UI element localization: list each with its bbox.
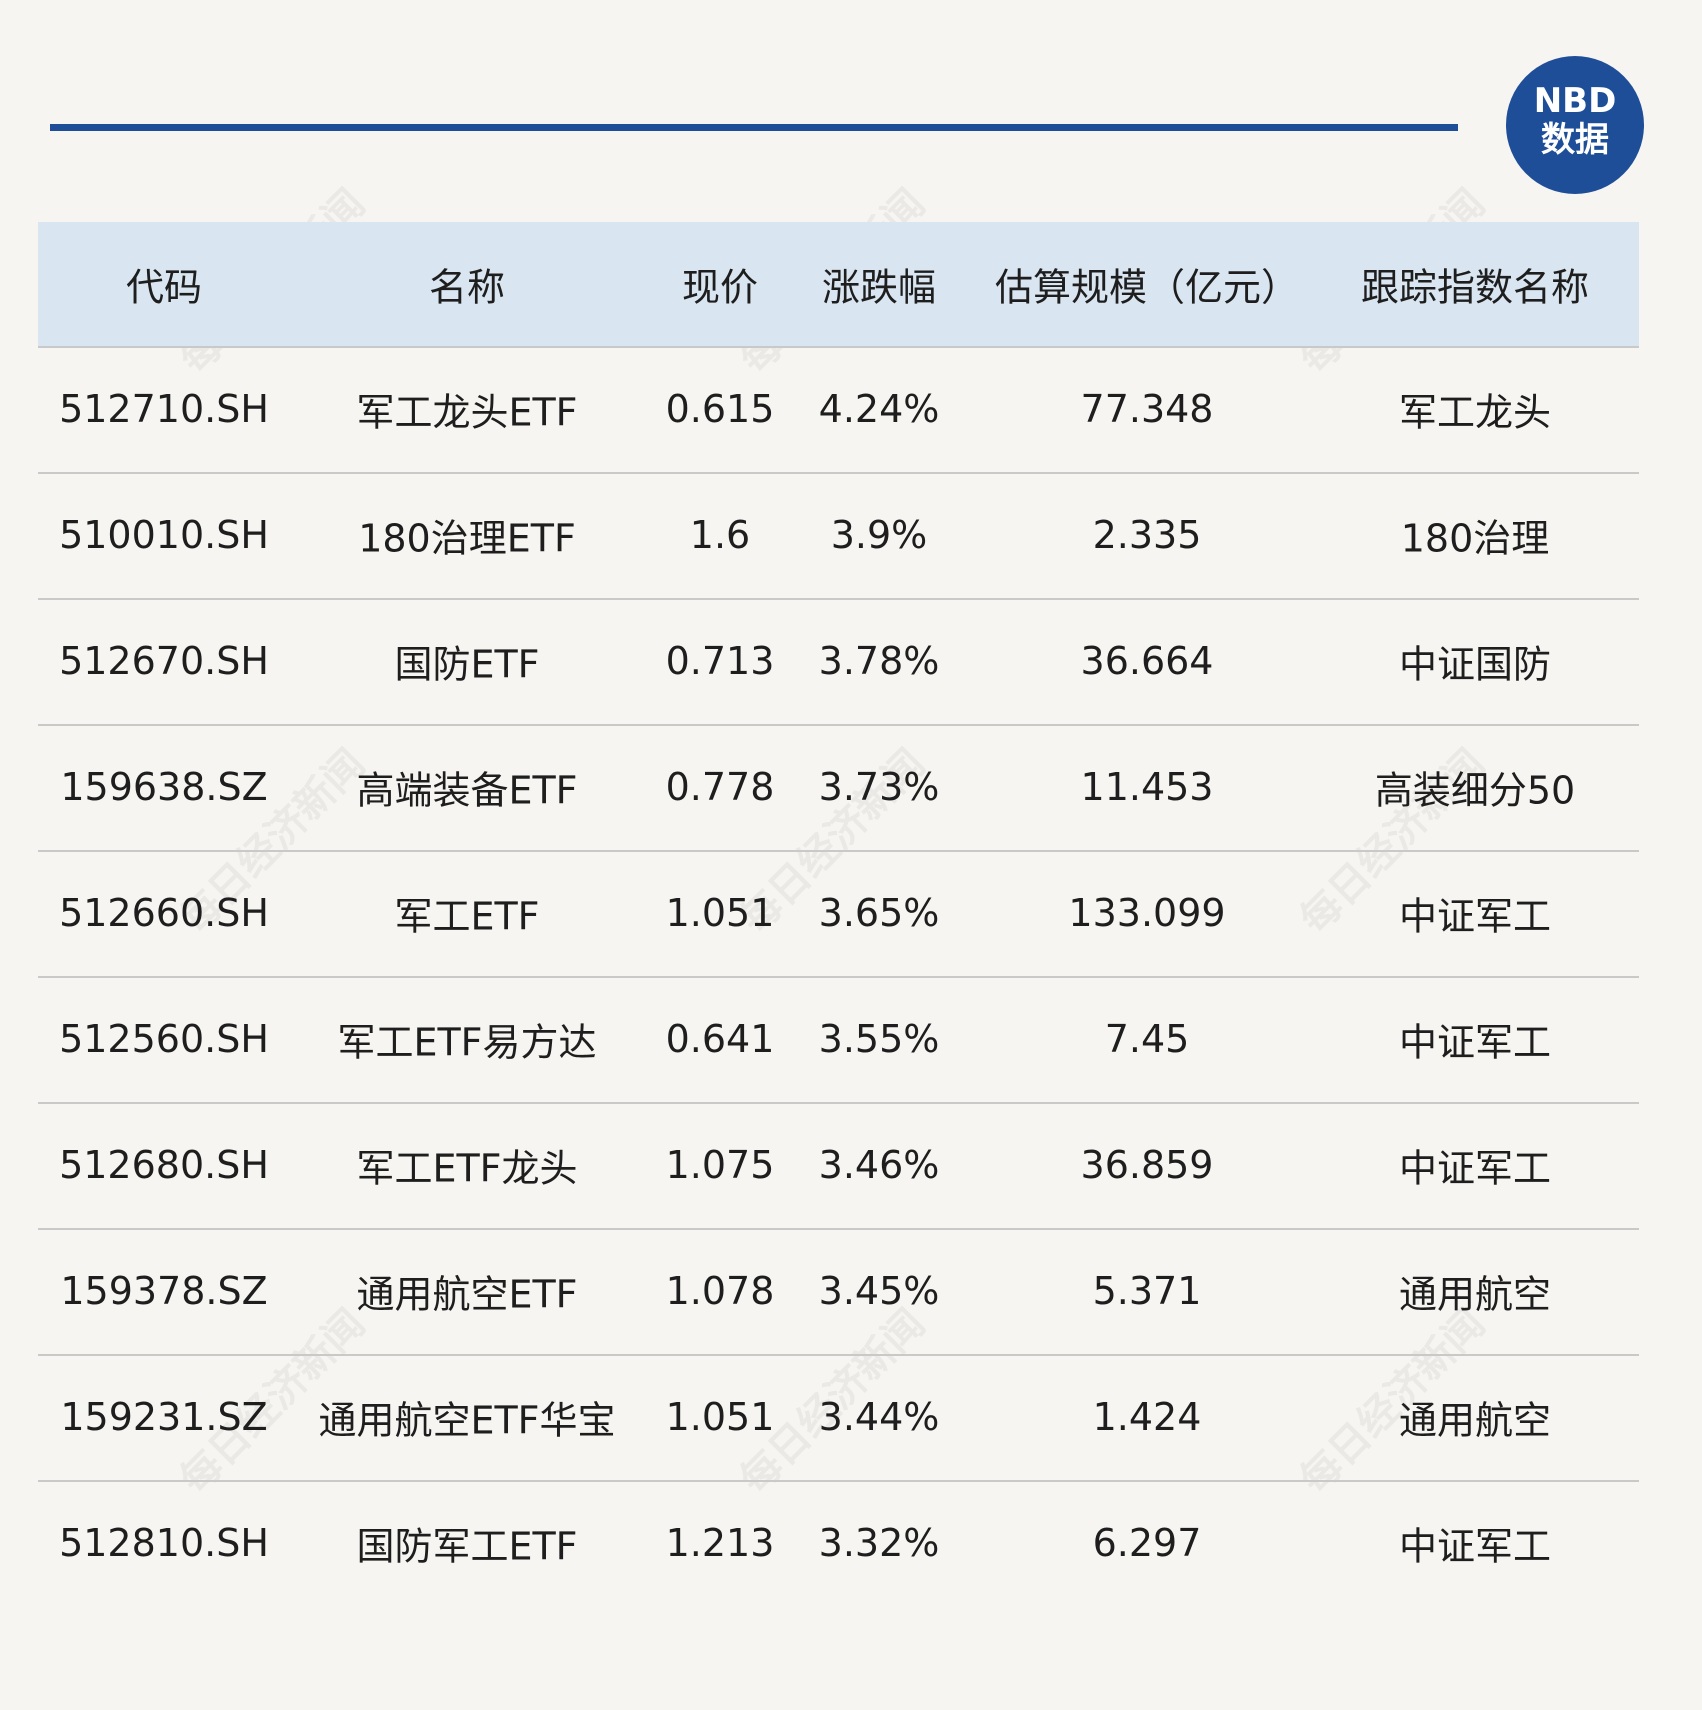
table-cell: 3.45% bbox=[818, 1269, 940, 1313]
table-cell: 0.713 bbox=[665, 639, 775, 683]
table-cell: 军工龙头ETF bbox=[356, 390, 578, 435]
table-cell: 中证国防 bbox=[1398, 642, 1552, 687]
table-cell: 2.335 bbox=[1092, 513, 1202, 557]
table-cell: 3.73% bbox=[818, 765, 940, 809]
table-cell: 通用航空ETF华宝 bbox=[318, 1398, 616, 1443]
table-cell: 4.24% bbox=[818, 387, 940, 431]
row-divider bbox=[38, 1354, 1639, 1356]
top-rule bbox=[50, 124, 1458, 131]
table-cell: 通用航空 bbox=[1398, 1398, 1552, 1443]
table-cell: 1.213 bbox=[665, 1521, 775, 1565]
table-cell: 国防ETF bbox=[394, 642, 540, 687]
table-cell: 通用航空 bbox=[1398, 1272, 1552, 1317]
table-cell: 高装细分50 bbox=[1374, 768, 1576, 813]
table-cell: 512810.SH bbox=[59, 1521, 269, 1565]
row-divider bbox=[38, 1102, 1639, 1104]
row-divider bbox=[38, 598, 1639, 600]
column-header: 现价 bbox=[681, 265, 759, 310]
table-cell: 510010.SH bbox=[59, 513, 269, 557]
table-cell: 国防军工ETF bbox=[356, 1524, 578, 1569]
table-cell: 512660.SH bbox=[59, 891, 269, 935]
table-cell: 36.859 bbox=[1080, 1143, 1214, 1187]
table-cell: 军工ETF bbox=[394, 894, 540, 939]
table-cell: 3.78% bbox=[818, 639, 940, 683]
logo-line2: 数据 bbox=[1541, 120, 1609, 160]
row-divider bbox=[38, 1480, 1639, 1482]
header-bg bbox=[38, 222, 1639, 346]
table-cell: 中证军工 bbox=[1398, 894, 1552, 939]
table-cell: 512560.SH bbox=[59, 1017, 269, 1061]
table-cell: 159231.SZ bbox=[60, 1395, 268, 1439]
column-header: 代码 bbox=[125, 265, 203, 310]
table-cell: 6.297 bbox=[1092, 1521, 1202, 1565]
table-cell: 3.65% bbox=[818, 891, 940, 935]
table-cell: 1.424 bbox=[1092, 1395, 1202, 1439]
table-cell: 11.453 bbox=[1080, 765, 1214, 809]
table-cell: 512670.SH bbox=[59, 639, 269, 683]
table-cell: 1.051 bbox=[665, 891, 775, 935]
column-header: 涨跌幅 bbox=[821, 265, 937, 310]
table-cell: 3.44% bbox=[818, 1395, 940, 1439]
table-cell: 3.46% bbox=[818, 1143, 940, 1187]
column-header: 跟踪指数名称 bbox=[1360, 265, 1590, 310]
column-header: 估算规模（亿元） bbox=[994, 265, 1300, 310]
table-cell: 通用航空ETF bbox=[356, 1272, 578, 1317]
table-cell: 1.075 bbox=[665, 1143, 775, 1187]
table-cell: 159378.SZ bbox=[60, 1269, 268, 1313]
table-cell: 中证军工 bbox=[1398, 1524, 1552, 1569]
row-divider bbox=[38, 346, 1639, 348]
logo: NBD 数据 bbox=[1506, 56, 1644, 194]
table-cell: 5.371 bbox=[1092, 1269, 1202, 1313]
table-cell: 159638.SZ bbox=[60, 765, 268, 809]
row-divider bbox=[38, 472, 1639, 474]
table-cell: 512710.SH bbox=[59, 387, 269, 431]
table-cell: 0.778 bbox=[665, 765, 775, 809]
table-cell: 军工ETF龙头 bbox=[356, 1146, 578, 1191]
table-cell: 77.348 bbox=[1080, 387, 1214, 431]
table-cell: 1.051 bbox=[665, 1395, 775, 1439]
column-header: 名称 bbox=[428, 265, 506, 310]
row-divider bbox=[38, 1228, 1639, 1230]
table-cell: 军工ETF易方达 bbox=[337, 1020, 597, 1065]
table-cell: 军工龙头 bbox=[1398, 390, 1552, 435]
table-cell: 36.664 bbox=[1080, 639, 1214, 683]
row-divider bbox=[38, 724, 1639, 726]
table-cell: 3.9% bbox=[830, 513, 928, 557]
table-cell: 中证军工 bbox=[1398, 1020, 1552, 1065]
table-cell: 0.641 bbox=[665, 1017, 775, 1061]
table-cell: 7.45 bbox=[1104, 1017, 1190, 1061]
table-cell: 3.32% bbox=[818, 1521, 940, 1565]
table-cell: 高端装备ETF bbox=[356, 768, 578, 813]
table-cell: 1.6 bbox=[689, 513, 751, 557]
table-cell: 0.615 bbox=[665, 387, 775, 431]
table-cell: 3.55% bbox=[818, 1017, 940, 1061]
row-divider bbox=[38, 976, 1639, 978]
table-cell: 133.099 bbox=[1068, 891, 1226, 935]
table-cell: 180治理 bbox=[1400, 516, 1550, 561]
table-cell: 1.078 bbox=[665, 1269, 775, 1313]
table-cell: 512680.SH bbox=[59, 1143, 269, 1187]
table-cell: 中证军工 bbox=[1398, 1146, 1552, 1191]
row-divider bbox=[38, 850, 1639, 852]
logo-line1: NBD bbox=[1533, 81, 1617, 121]
table-cell: 180治理ETF bbox=[358, 516, 576, 561]
